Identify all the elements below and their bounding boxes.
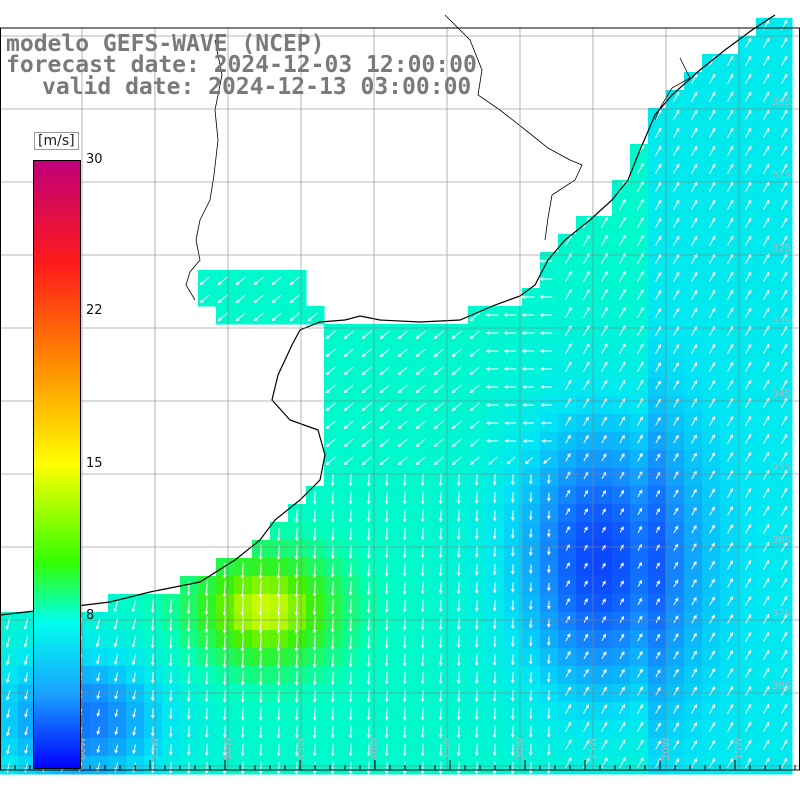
latitude-label: 31S [772,170,791,181]
model-title: modelo GEFS-WAVE (NCEP) [6,31,325,57]
colorbar [33,160,81,769]
state-border-2 [444,14,583,241]
latitude-label: 32S [772,243,791,254]
longitude-label: 50W [223,737,234,760]
colorbar-tick-30: 30 [86,152,103,167]
latitude-label: 38S [772,681,791,692]
state-border [185,39,223,301]
colorbar-unit: [m/s] [34,132,79,150]
latitude-label: 33S [772,316,791,327]
colorbar-tick-8: 8 [86,608,95,623]
longitude-label: 20W [661,737,672,760]
longitude-label: 35W [442,737,453,760]
longitude-labels: 60W 55W 50W 45W 40W 35W 30W 25W 20W 15W [77,737,745,760]
latitude-label: 37S [772,608,791,619]
longitude-label: 45W [296,737,307,760]
latitude-labels: 30S 31S 32S 33S 34S 35S 36S 37S 38S [772,97,791,692]
graticule [0,28,800,770]
state-border-3 [654,57,691,121]
latitude-label: 34S [772,389,791,400]
longitude-label: 25W [588,737,599,760]
longitude-label: 40W [369,737,380,760]
colorbar-tick-15: 15 [86,456,103,471]
longitude-label: 30W [515,737,526,760]
longitude-label: 15W [734,737,745,760]
latitude-label: 36S [772,535,791,546]
longitude-label: 55W [150,737,161,760]
coastline [0,14,776,616]
colorbar-tick-22: 22 [86,303,103,318]
latitude-label: 30S [772,97,791,108]
latitude-label: 35S [772,462,791,473]
longitude-label: 60W [77,737,88,760]
forecast-date: forecast date: 2024-12-03 12:00:00 [6,52,477,78]
valid-date: valid date: 2024-12-13 03:00:00 [42,74,472,100]
